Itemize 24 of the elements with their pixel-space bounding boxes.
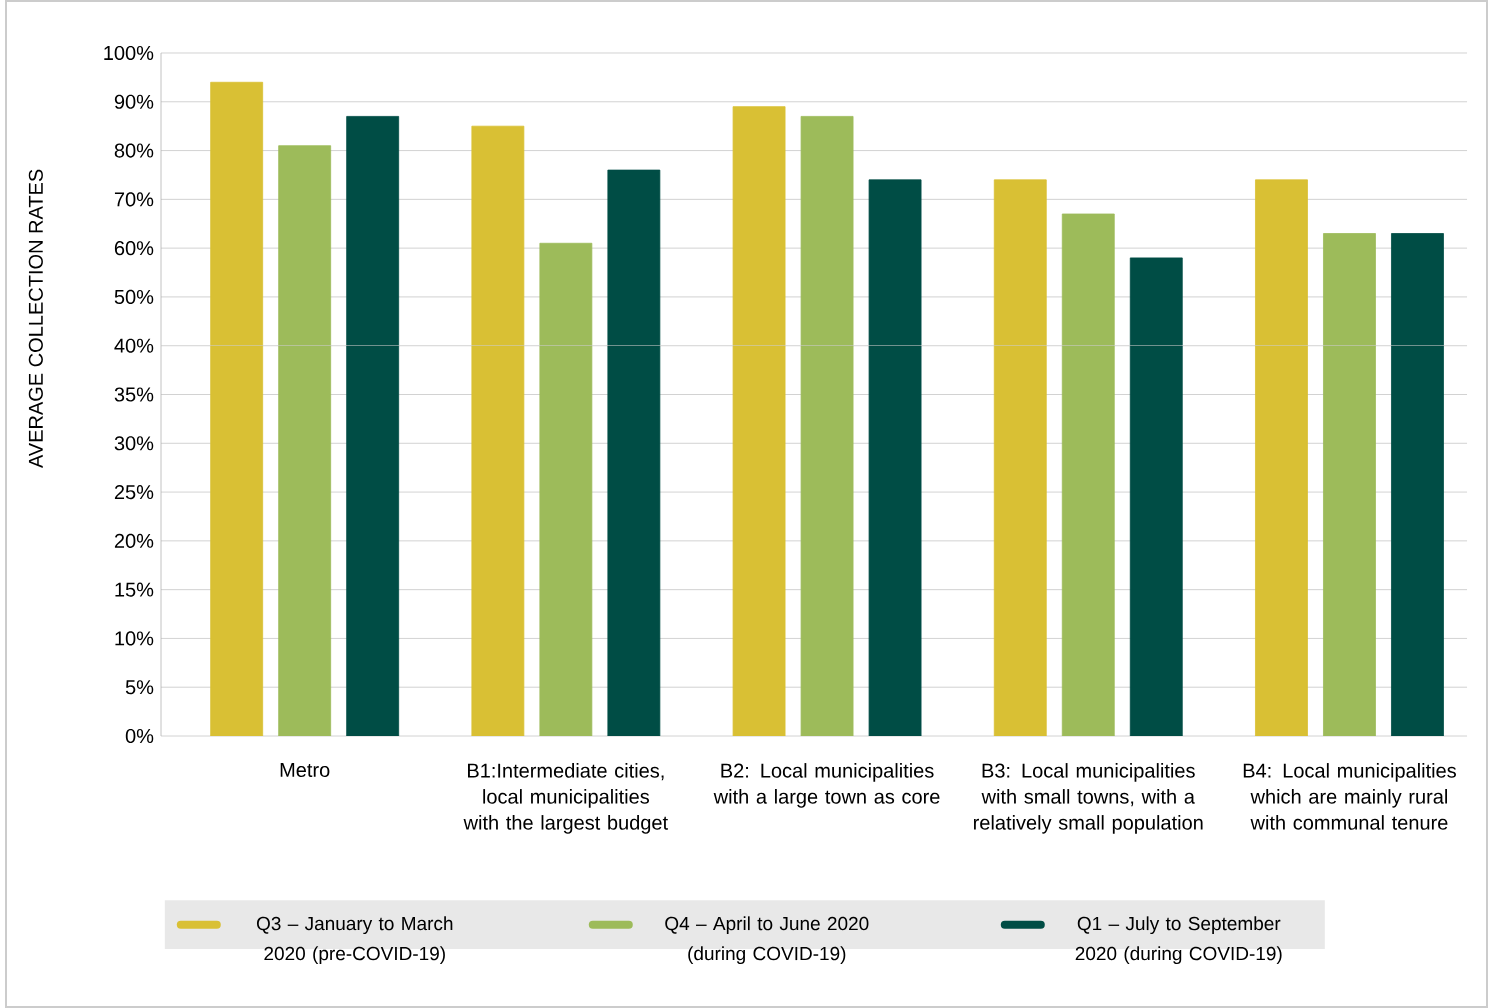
y-tick-label: 0% bbox=[125, 728, 154, 744]
y-tick-label: 25% bbox=[114, 485, 154, 500]
x-tick-label: B3: Local municipalities with small towns, with a relatively small population bbox=[973, 763, 1203, 834]
legend-label: Q3 – January to March 2020 (pre-COVID-19) bbox=[256, 916, 453, 965]
y-tick-label: 50% bbox=[114, 289, 154, 304]
y-tick-label: 20% bbox=[114, 533, 154, 548]
y-tick-label: 15% bbox=[115, 582, 154, 597]
y-tick-label: 90% bbox=[114, 94, 154, 109]
y-tick-label: 30% bbox=[114, 436, 154, 451]
x-tick-label: Metro bbox=[280, 763, 330, 778]
x-tick-label: B1:Intermediate cities, local municipalities with the largest budget bbox=[463, 763, 668, 834]
y-tick-label: 60% bbox=[114, 241, 154, 256]
y-tick-label: 100% bbox=[104, 45, 154, 61]
y-tick-label: 40% bbox=[114, 338, 154, 353]
y-tick-label: 80% bbox=[114, 143, 154, 158]
y-tick-label: 35% bbox=[114, 387, 154, 402]
legend-label: Q4 – April to June 2020 (during COVID-19) bbox=[665, 916, 869, 965]
legend-label: Q1 – July to September 2020 (during COVID-19) bbox=[1075, 916, 1282, 965]
y-axis-title: AVERAGE COLLECTION RATES bbox=[28, 169, 43, 469]
x-tick-label: B2: Local municipalities with a large town as core bbox=[713, 763, 940, 808]
y-tick-label: 70% bbox=[114, 192, 154, 207]
x-tick-label: B4: Local municipalities which are mainly rural with communal tenure bbox=[1243, 763, 1456, 830]
y-tick-label: 10% bbox=[115, 631, 154, 646]
y-tick-label: 5% bbox=[125, 680, 154, 695]
